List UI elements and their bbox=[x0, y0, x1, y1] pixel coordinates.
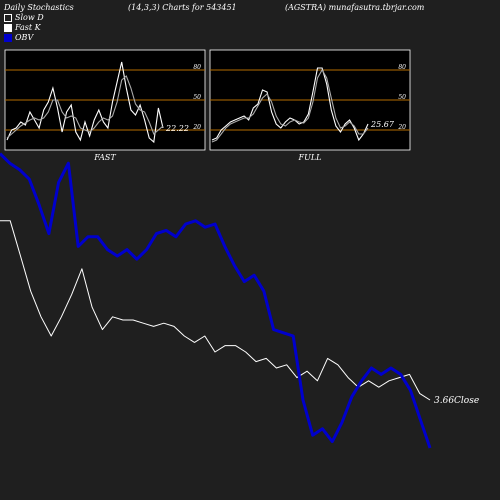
header-symbol-site: (AGSTRA) munafasutra.tbrjar.com bbox=[285, 3, 425, 12]
series-line-slow-d bbox=[6, 75, 164, 139]
level-label-50: 50 bbox=[193, 94, 201, 101]
close-value-label: 3.66Close bbox=[434, 396, 479, 406]
legend-slow-d: Slow D bbox=[4, 13, 44, 22]
panel-label: FULL bbox=[298, 153, 322, 162]
series-line-fast-k bbox=[6, 61, 164, 144]
legend-swatch-obv bbox=[4, 34, 12, 42]
panel-label: FAST bbox=[93, 153, 116, 162]
level-label-20: 20 bbox=[397, 124, 406, 131]
legend-swatch-slow-d bbox=[4, 14, 12, 22]
fast-stochastic-panel: 20 50 80 22.22 FAST bbox=[4, 49, 206, 162]
series-line-obv bbox=[0, 152, 432, 449]
price-obv-panel: 3.66Close bbox=[0, 152, 479, 449]
header-chart-params: (14,3,3) Charts for 543451 bbox=[128, 3, 237, 12]
series-line-close bbox=[0, 220, 431, 401]
legend-label-fast-k: Fast K bbox=[15, 23, 41, 32]
full-stochastic-panel: 20 50 80 25.67 FULL bbox=[209, 49, 411, 162]
legend-label-slow-d: Slow D bbox=[15, 13, 44, 22]
value-label: 22.22 bbox=[165, 124, 189, 133]
legend-swatch-fast-k bbox=[4, 24, 12, 32]
series-line-slow-d bbox=[211, 68, 369, 143]
level-label-50: 50 bbox=[398, 94, 406, 101]
legend-fast-k: Fast K bbox=[4, 23, 41, 32]
value-label: 25.67 bbox=[370, 120, 395, 129]
legend-label-obv: OBV bbox=[15, 33, 34, 42]
level-label-20: 20 bbox=[192, 124, 201, 131]
header-title: Daily Stochastics bbox=[4, 3, 74, 12]
legend-obv: OBV bbox=[4, 33, 33, 42]
level-label-80: 80 bbox=[398, 64, 406, 71]
level-label-80: 80 bbox=[193, 64, 201, 71]
series-line-fast-k bbox=[211, 67, 369, 142]
